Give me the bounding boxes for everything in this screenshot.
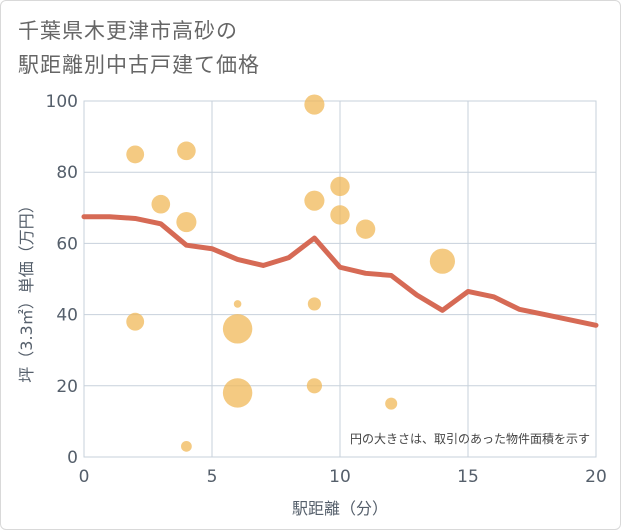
bubble-point	[181, 440, 192, 452]
chart-title: 千葉県木更津市高砂の 駅距離別中古戸建て価格	[18, 14, 260, 82]
y-tick-label: 0	[67, 448, 78, 468]
bubble-point	[330, 205, 350, 225]
x-axis-ticks: 0 5 10 15 20	[79, 467, 607, 487]
bubble-point	[176, 211, 197, 233]
bubble-point	[304, 94, 325, 115]
bubble-point	[222, 314, 253, 344]
bubble-point	[330, 176, 350, 197]
x-tick-label: 10	[329, 467, 351, 487]
bubble-point	[304, 190, 325, 211]
bubble-point	[222, 378, 253, 408]
plot-frame	[83, 100, 597, 458]
bubble-size-note: 円の大きさは、取引のあった物件面積を示す	[350, 431, 590, 446]
x-tick-label: 5	[207, 467, 218, 487]
bubble-point	[177, 141, 196, 161]
bubble-point	[126, 145, 145, 164]
bubble-point	[306, 378, 323, 394]
bubble-point	[429, 248, 456, 274]
y-axis-ticks: 0 20 40 60 80 100	[46, 92, 78, 468]
chart-title-line-1: 千葉県木更津市高砂の	[18, 19, 238, 43]
y-tick-label: 100	[46, 92, 78, 112]
y-axis-label: 坪（3.3㎡）単価（万円）	[17, 197, 36, 382]
y-tick-label: 20	[56, 377, 78, 397]
y-tick-label: 80	[56, 163, 78, 183]
x-tick-label: 20	[585, 467, 607, 487]
trend-line	[81, 214, 599, 328]
y-tick-label: 40	[56, 306, 78, 326]
bubble-point	[355, 219, 376, 239]
bubble-series	[126, 94, 456, 452]
bubble-point	[126, 312, 145, 331]
x-axis-label: 駅距離（分）	[292, 499, 388, 518]
trend-series	[81, 214, 599, 328]
grid	[84, 101, 596, 457]
y-tick-label: 60	[56, 234, 78, 254]
bubble-point	[307, 297, 321, 311]
x-tick-label: 0	[79, 467, 90, 487]
bubble-point	[233, 300, 242, 308]
x-tick-label: 15	[457, 467, 479, 487]
bubble-point	[385, 397, 398, 410]
bubble-point	[151, 194, 171, 214]
chart-title-line-2: 駅距離別中古戸建て価格	[18, 53, 260, 77]
